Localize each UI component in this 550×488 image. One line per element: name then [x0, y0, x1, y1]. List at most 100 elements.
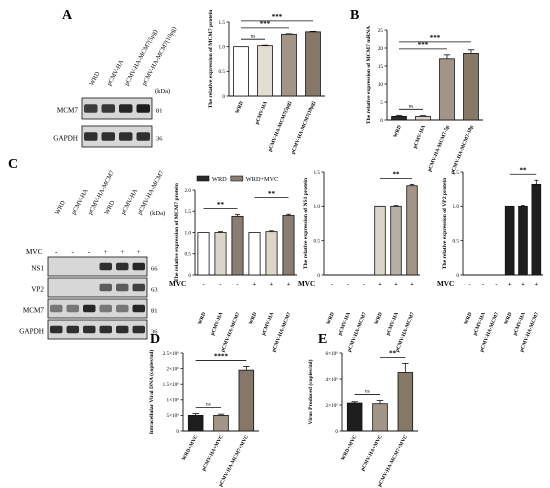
bar: [187, 414, 204, 432]
x-category-label: pCMV-HA+MVC: [201, 434, 225, 472]
blot-band: [66, 304, 79, 313]
y-tick-label: 1.5: [219, 20, 226, 26]
x-category-label: WRD+MVC: [340, 434, 359, 462]
x-category-label: WRD: [248, 311, 258, 325]
blot-mvc-sign: -: [88, 248, 91, 256]
x-category-label: pCMV-HA: [472, 311, 487, 336]
blot-row-label: GAPDH: [19, 327, 44, 335]
y-tick-label: 1.0: [219, 44, 226, 50]
panel-letter-c: C: [8, 157, 18, 172]
bar: [463, 53, 479, 121]
x-category-label: WRD: [326, 311, 336, 325]
x-category-label: pCMV-HA+MVC: [360, 434, 384, 472]
blot-band: [136, 132, 150, 141]
bar: [346, 402, 363, 432]
mvc-sign: +: [410, 282, 414, 288]
mvc-sign: +: [378, 282, 382, 288]
y-tick-label: 0: [222, 94, 225, 100]
y-tick-label: 5: [380, 100, 383, 106]
blot-mvc-sign: -: [55, 248, 58, 256]
bar: [374, 205, 386, 276]
blot-band: [132, 304, 145, 313]
bar: [231, 215, 244, 276]
blot-lane-label: pCMV-HA-MCM7(10μg): [141, 26, 178, 87]
bar: [305, 31, 321, 97]
x-category-label: pCMV-HA-MCM7+MVC: [218, 434, 250, 488]
x-category-label: pCMV-HA: [261, 311, 276, 336]
significance-label: **: [520, 166, 528, 174]
blot-band: [132, 325, 145, 334]
y-tick-label: 5×10⁵: [166, 413, 179, 419]
blot-row-label: VP2: [31, 285, 44, 293]
x-category-label: WRD: [463, 311, 473, 325]
blot-band: [132, 283, 145, 292]
panel-letter-e: E: [318, 332, 327, 347]
blot-band: [99, 304, 112, 313]
x-category-label: WRD: [235, 100, 245, 114]
legend-entry: WRD: [212, 176, 227, 183]
bar: [397, 372, 414, 432]
blot-mvc-sign: +: [120, 248, 124, 256]
y-tick-label: 1.0: [453, 204, 460, 210]
bar: [415, 116, 431, 121]
blot-row-label: MCM7: [23, 306, 45, 314]
x-category-label: pCMV-HA-MCM7-10μ: [450, 124, 475, 175]
blot-mvc-label: MVC: [26, 248, 43, 256]
blot-band: [136, 104, 150, 113]
blot-row-kda: 36: [156, 136, 163, 143]
mvc-sign: -: [347, 282, 349, 288]
blot-strip: [81, 125, 153, 148]
blot-band: [116, 283, 129, 292]
blot-row-kda: 63: [151, 286, 158, 293]
significance-label: ***: [260, 20, 271, 28]
bar: [233, 46, 249, 97]
bar: [265, 231, 278, 276]
x-category-label: pCMV-HA-MCM7-5μ: [427, 124, 451, 172]
bar: [214, 232, 227, 276]
y-tick-label: 1.0: [314, 204, 321, 210]
y-tick-label: 0: [176, 429, 179, 435]
x-category-label: WRD+MVC: [181, 434, 200, 462]
x-category-label: pCMV-HA: [337, 311, 352, 336]
y-tick-label: 10: [378, 82, 384, 88]
blot-row-kda: 66: [151, 265, 158, 272]
blot-band: [50, 325, 63, 334]
bar: [238, 369, 255, 432]
legend-swatch: [230, 175, 244, 182]
mvc-sign: +: [287, 282, 291, 288]
blot-row-label: NS1: [31, 264, 44, 272]
blot-lane-label: pCMV-HA: [106, 58, 126, 87]
y-tick-label: 0.5: [453, 238, 460, 244]
y-tick-label: 1.5: [185, 209, 192, 215]
y-tick-label: 2×10⁶: [325, 403, 338, 409]
x-category-label: pCMV-HA: [385, 311, 400, 336]
mvc-sign: -: [482, 282, 484, 288]
y-tick-label: 0: [317, 273, 320, 279]
panel-letter-a: A: [62, 8, 73, 23]
significance-label: ***: [430, 34, 441, 42]
mvc-sign: -: [363, 282, 365, 288]
mvc-sign: -: [331, 282, 333, 288]
blot-band: [116, 325, 129, 334]
blot-lane-label: pCMV-HA-MCM7: [136, 170, 165, 216]
significance-label: **: [217, 201, 225, 209]
blot-strip: [47, 256, 148, 277]
y-tick-label: 0.5: [185, 252, 192, 258]
mvc-sign: +: [508, 282, 512, 288]
bar: [257, 45, 273, 97]
blot-strip: [47, 319, 148, 340]
significance-label: ns: [409, 104, 414, 110]
y-tick-label: 25: [378, 28, 384, 34]
blot-mvc-sign: +: [104, 248, 108, 256]
significance-label: ns: [251, 33, 256, 39]
blot-kda-unit: (kDa): [150, 210, 165, 217]
significance-label: ***: [418, 41, 429, 49]
x-category-label: pCMV-HA-MCM7+MVC: [377, 434, 409, 488]
y-axis-label: The relative expression of NS1 protein: [303, 177, 309, 269]
y-axis-label: The relative expression of MCM7 mRNA: [366, 26, 372, 124]
significance-label: ns: [365, 389, 370, 395]
significance-label: ns: [206, 402, 211, 408]
mvc-sign: -: [469, 282, 471, 288]
mvc-sign: -: [237, 282, 239, 288]
x-category-label: pCMV-HA: [412, 124, 427, 149]
